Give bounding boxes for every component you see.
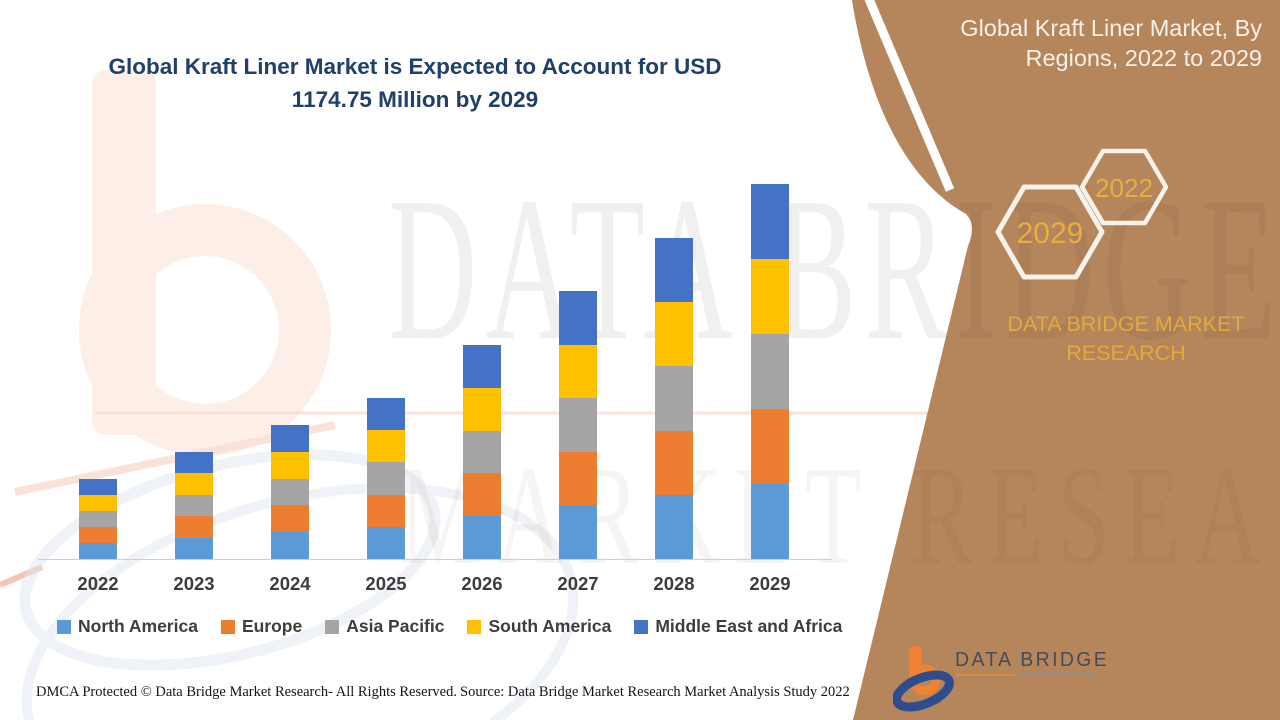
page-title: Global Kraft Liner Market is Expected to… [55, 50, 775, 116]
logo-wordmark: DATA BRIDGE [955, 648, 1110, 671]
legend-label: North America [78, 616, 198, 636]
bar-segment-2022 [79, 527, 117, 543]
legend-swatch [467, 619, 482, 634]
bar-segment-2025 [367, 462, 405, 495]
bar-segment-2026 [463, 473, 501, 517]
bar-segment-2023 [175, 516, 213, 538]
bar-segment-2022 [79, 479, 117, 495]
x-axis-label-2024: 2024 [269, 573, 311, 594]
bar-segment-2024 [271, 505, 309, 533]
bar-segment-2029 [751, 259, 789, 334]
bar-segment-2027 [559, 451, 597, 506]
x-axis-line [38, 559, 832, 560]
bar-2029 [751, 184, 789, 559]
x-axis-label-2023: 2023 [173, 573, 215, 594]
bar-segment-2026 [463, 516, 501, 559]
legend-item: South America [467, 616, 611, 637]
bar-2028 [655, 238, 693, 559]
bar-segment-2022 [79, 495, 117, 511]
bar-segment-2027 [559, 291, 597, 345]
panel-title: Global Kraft Liner Market, By Regions, 2… [960, 13, 1262, 73]
panel-brand-line1: DATA BRIDGE MARKET [1007, 312, 1245, 336]
legend-swatch [220, 619, 235, 634]
bar-segment-2022 [79, 543, 117, 559]
bar-segment-2028 [655, 494, 693, 559]
bar-segment-2023 [175, 494, 213, 517]
bar-segment-2029 [751, 409, 789, 484]
legend-item: Europe [220, 616, 303, 637]
bar-segment-2025 [367, 430, 405, 463]
x-axis-label-2022: 2022 [77, 573, 119, 594]
bar-segment-2023 [175, 537, 213, 559]
bar-segment-2025 [367, 398, 405, 431]
legend-swatch [57, 619, 71, 634]
panel-brand-line2: RESEARCH [1066, 341, 1186, 365]
page-title-line2: 1174.75 Million by 2029 [291, 87, 539, 112]
bar-segment-2027 [559, 398, 597, 452]
bar-2027 [559, 291, 597, 559]
bar-segment-2028 [655, 430, 693, 495]
bar-segment-2029 [751, 334, 789, 409]
bar-segment-2026 [463, 430, 501, 474]
bar-2026 [463, 345, 501, 559]
legend-item: North America [57, 616, 198, 637]
bar-segment-2024 [271, 425, 309, 452]
bar-segment-2024 [271, 478, 309, 506]
panel-title-line2: Regions, 2022 to 2029 [1025, 45, 1263, 71]
bar-segment-2026 [463, 345, 501, 388]
bar-2024 [271, 425, 309, 559]
legend-item: Asia Pacific [325, 616, 444, 637]
bar-segment-2027 [559, 344, 597, 399]
bar-2025 [367, 398, 405, 559]
bar-segment-2024 [271, 451, 309, 479]
bar-segment-2022 [79, 511, 117, 527]
bar-2023 [175, 452, 213, 559]
logo-underline [956, 674, 1097, 676]
bar-2022 [79, 479, 117, 559]
watermark-market-research: MARKET RESEARCH [400, 436, 1280, 594]
legend-item: Middle East and Africa [634, 616, 842, 637]
bar-segment-2025 [367, 494, 405, 527]
source-note: Source: Data Bridge Market Research Mark… [460, 684, 850, 700]
legend-swatch [325, 619, 340, 634]
x-axis-label-2029: 2029 [749, 573, 791, 594]
legend-label: South America [488, 616, 612, 636]
bar-segment-2028 [655, 238, 693, 303]
chart-legend: North America Europe Asia Pacific South Ame… [57, 616, 842, 637]
x-axis-label-2027: 2027 [557, 573, 599, 594]
bar-segment-2026 [463, 387, 501, 431]
legend-label: Middle East and Africa [655, 616, 843, 636]
bar-segment-2028 [655, 366, 693, 431]
dmca-notice: DMCA Protected © Data Bridge Market Rese… [36, 684, 457, 700]
bar-segment-2028 [655, 302, 693, 367]
data-bridge-logo-icon [893, 646, 954, 712]
x-axis-label-2026: 2026 [461, 573, 503, 594]
legend-swatch [634, 619, 649, 634]
bar-segment-2025 [367, 526, 405, 559]
x-axis-label-2025: 2025 [365, 573, 407, 594]
panel-brand-text: DATA BRIDGE MARKET RESEARCH [1000, 310, 1252, 368]
x-axis-label-2028: 2028 [653, 573, 695, 594]
bar-segment-2023 [175, 452, 213, 474]
bar-segment-2024 [271, 532, 309, 559]
logo-subtitle: MARKET RESEARCH [957, 680, 1120, 691]
legend-label: Asia Pacific [346, 616, 445, 636]
bar-segment-2023 [175, 473, 213, 495]
bar-segment-2027 [559, 505, 597, 559]
page-title-line1: Global Kraft Liner Market is Expected to… [108, 54, 722, 79]
legend-label: Europe [241, 616, 303, 636]
bar-segment-2029 [751, 484, 789, 559]
bar-segment-2029 [751, 184, 789, 259]
panel-title-line1: Global Kraft Liner Market, By [960, 15, 1262, 41]
